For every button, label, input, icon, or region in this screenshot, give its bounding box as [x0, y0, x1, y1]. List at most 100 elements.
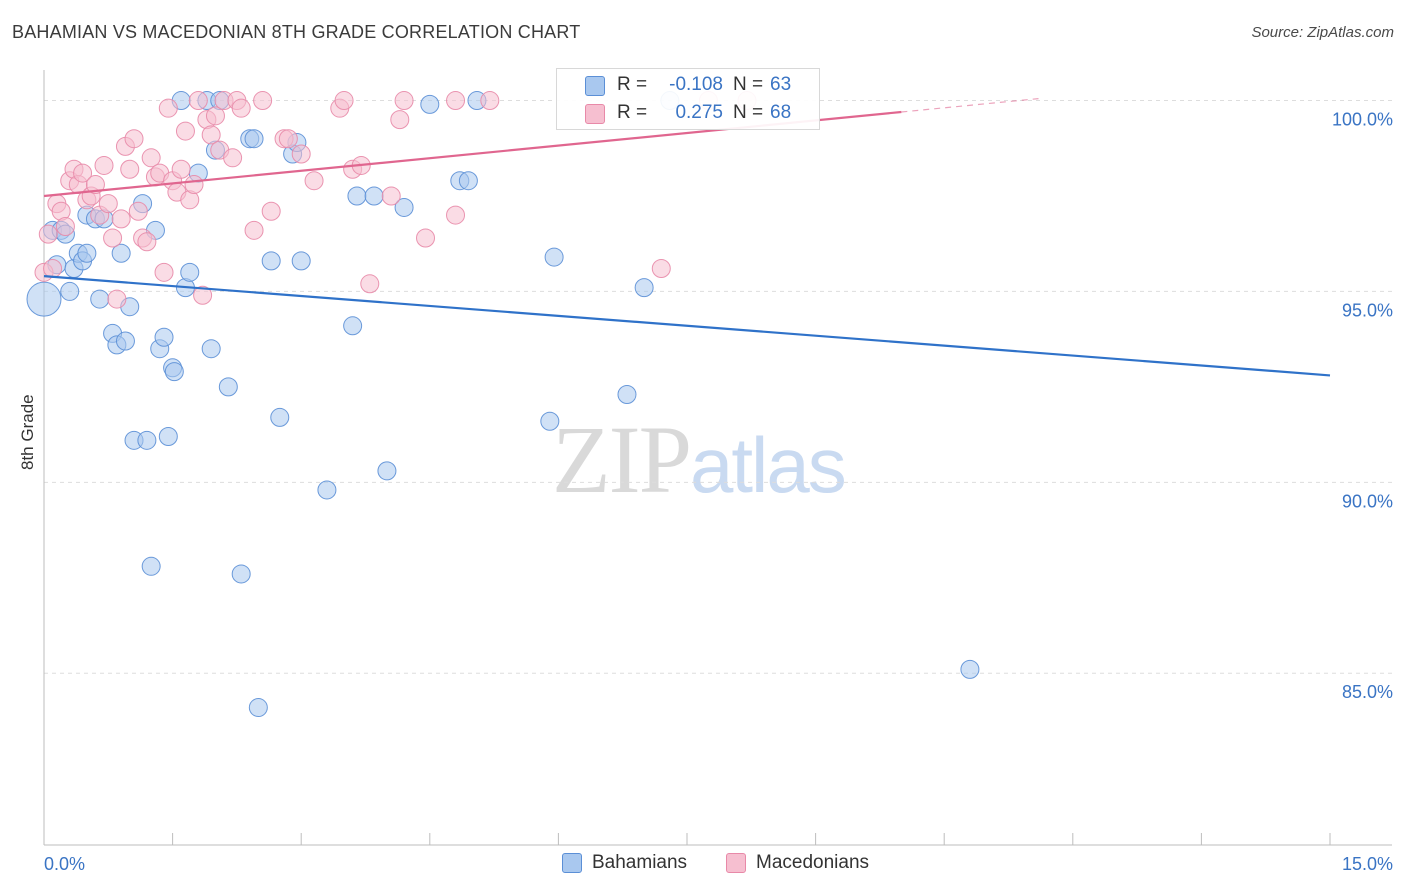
bahamian-point	[111, 243, 131, 263]
legend-swatch-macedonians	[726, 853, 746, 873]
macedonian-point	[175, 121, 195, 141]
macedonian-point	[334, 91, 354, 111]
stats-swatch-macedonians	[585, 104, 605, 124]
macedonian-point	[253, 91, 273, 111]
y-axis-label: 8th Grade	[18, 394, 37, 470]
macedonian-point	[103, 228, 123, 248]
macedonian-point	[85, 175, 105, 195]
bahamian-point	[960, 659, 980, 679]
bahamian-point	[540, 411, 560, 431]
macedonian-point	[137, 232, 157, 252]
bahamian-point	[270, 407, 290, 427]
x-tick-label-min: 0.0%	[44, 854, 85, 874]
bahamian-point	[394, 197, 414, 217]
macedonian-point	[291, 144, 311, 164]
bahamian-point	[377, 461, 397, 481]
bahamian-point	[26, 281, 62, 317]
stats-n-value: 68	[770, 102, 792, 123]
legend: Bahamians Macedonians	[0, 852, 1406, 878]
bahamian-point	[291, 251, 311, 271]
bahamian-point	[137, 430, 157, 450]
bahamian-point	[201, 339, 221, 359]
macedonian-point	[154, 262, 174, 282]
stats-r-value: -0.108	[669, 74, 723, 95]
legend-item-macedonians[interactable]: Macedonians	[726, 852, 869, 874]
macedonian-point	[141, 148, 161, 168]
y-tick-label: 95.0%	[1342, 300, 1393, 320]
bahamian-point	[343, 316, 363, 336]
macedonian-point	[94, 155, 114, 175]
stats-row-macedonians: R = 0.275 N = 68	[557, 100, 821, 128]
macedonian-point	[261, 201, 281, 221]
legend-item-bahamians[interactable]: Bahamians	[562, 852, 687, 874]
macedonian-point	[55, 217, 75, 237]
bahamian-point	[248, 698, 268, 718]
stats-box: R = -0.108 N = 63 R = 0.275 N = 68	[556, 68, 820, 130]
macedonian-point	[223, 148, 243, 168]
macedonian-trend-extension	[901, 98, 1039, 113]
bahamian-point	[364, 186, 384, 206]
watermark-atlas: atlas	[690, 421, 847, 509]
bahamian-point	[180, 262, 200, 282]
watermark-zip: ZIP	[552, 406, 692, 513]
legend-label-macedonians: Macedonians	[756, 852, 870, 873]
macedonian-point	[188, 91, 208, 111]
bahamian-point	[544, 247, 564, 267]
macedonian-point	[446, 205, 466, 225]
x-tick-label-max: 15.0%	[1342, 854, 1393, 874]
macedonian-point	[43, 259, 63, 279]
macedonian-point	[124, 129, 144, 149]
macedonian-point	[73, 163, 93, 183]
macedonian-point	[480, 91, 500, 111]
bahamian-point	[60, 281, 80, 301]
bahamian-point	[317, 480, 337, 500]
stats-n-label: N =	[733, 74, 764, 95]
y-tick-label: 85.0%	[1342, 682, 1393, 702]
macedonian-point	[651, 259, 671, 279]
legend-swatch-bahamians	[562, 853, 582, 873]
macedonian-point	[158, 98, 178, 118]
macedonian-point	[184, 175, 204, 195]
bahamian-point	[420, 94, 440, 114]
stats-r-value: 0.275	[675, 102, 723, 123]
bahamian-point	[115, 331, 135, 351]
bahamian-point	[244, 129, 264, 149]
macedonian-point	[394, 91, 414, 111]
stats-swatch-bahamians	[585, 76, 605, 96]
macedonian-point	[416, 228, 436, 248]
bahamian-point	[154, 327, 174, 347]
bahamian-point	[617, 385, 637, 405]
zipatlas-watermark: ZIPatlas	[552, 404, 847, 515]
stats-n-label: N =	[733, 102, 764, 123]
macedonian-point	[278, 129, 298, 149]
bahamian-point	[261, 251, 281, 271]
bahamian-trend-line	[43, 275, 1331, 377]
bahamian-point	[458, 171, 478, 191]
macedonian-point	[193, 285, 213, 305]
macedonian-point	[205, 106, 225, 126]
macedonian-point	[381, 186, 401, 206]
macedonian-point	[201, 125, 221, 145]
legend-label-bahamians: Bahamians	[592, 852, 688, 873]
macedonian-point	[360, 274, 380, 294]
stats-n-value: 63	[770, 74, 792, 95]
bahamian-point	[634, 278, 654, 298]
bahamian-point	[141, 556, 161, 576]
macedonian-point	[120, 159, 140, 179]
source-label: Source: ZipAtlas.com	[1251, 24, 1394, 41]
macedonian-point	[304, 171, 324, 191]
bahamian-point	[164, 362, 184, 382]
bahamian-point	[158, 427, 178, 447]
macedonian-point	[38, 224, 58, 244]
stats-row-bahamians: R = -0.108 N = 63	[557, 72, 821, 100]
macedonian-point	[98, 194, 118, 214]
macedonian-point	[390, 110, 410, 130]
stats-r-label: R =	[617, 74, 648, 95]
macedonian-point	[171, 159, 191, 179]
y-tick-label: 90.0%	[1342, 491, 1393, 511]
bahamian-point	[77, 243, 97, 263]
macedonian-point	[231, 98, 251, 118]
stats-r-label: R =	[617, 102, 648, 123]
chart-title: BAHAMIAN VS MACEDONIAN 8TH GRADE CORRELA…	[12, 22, 581, 42]
